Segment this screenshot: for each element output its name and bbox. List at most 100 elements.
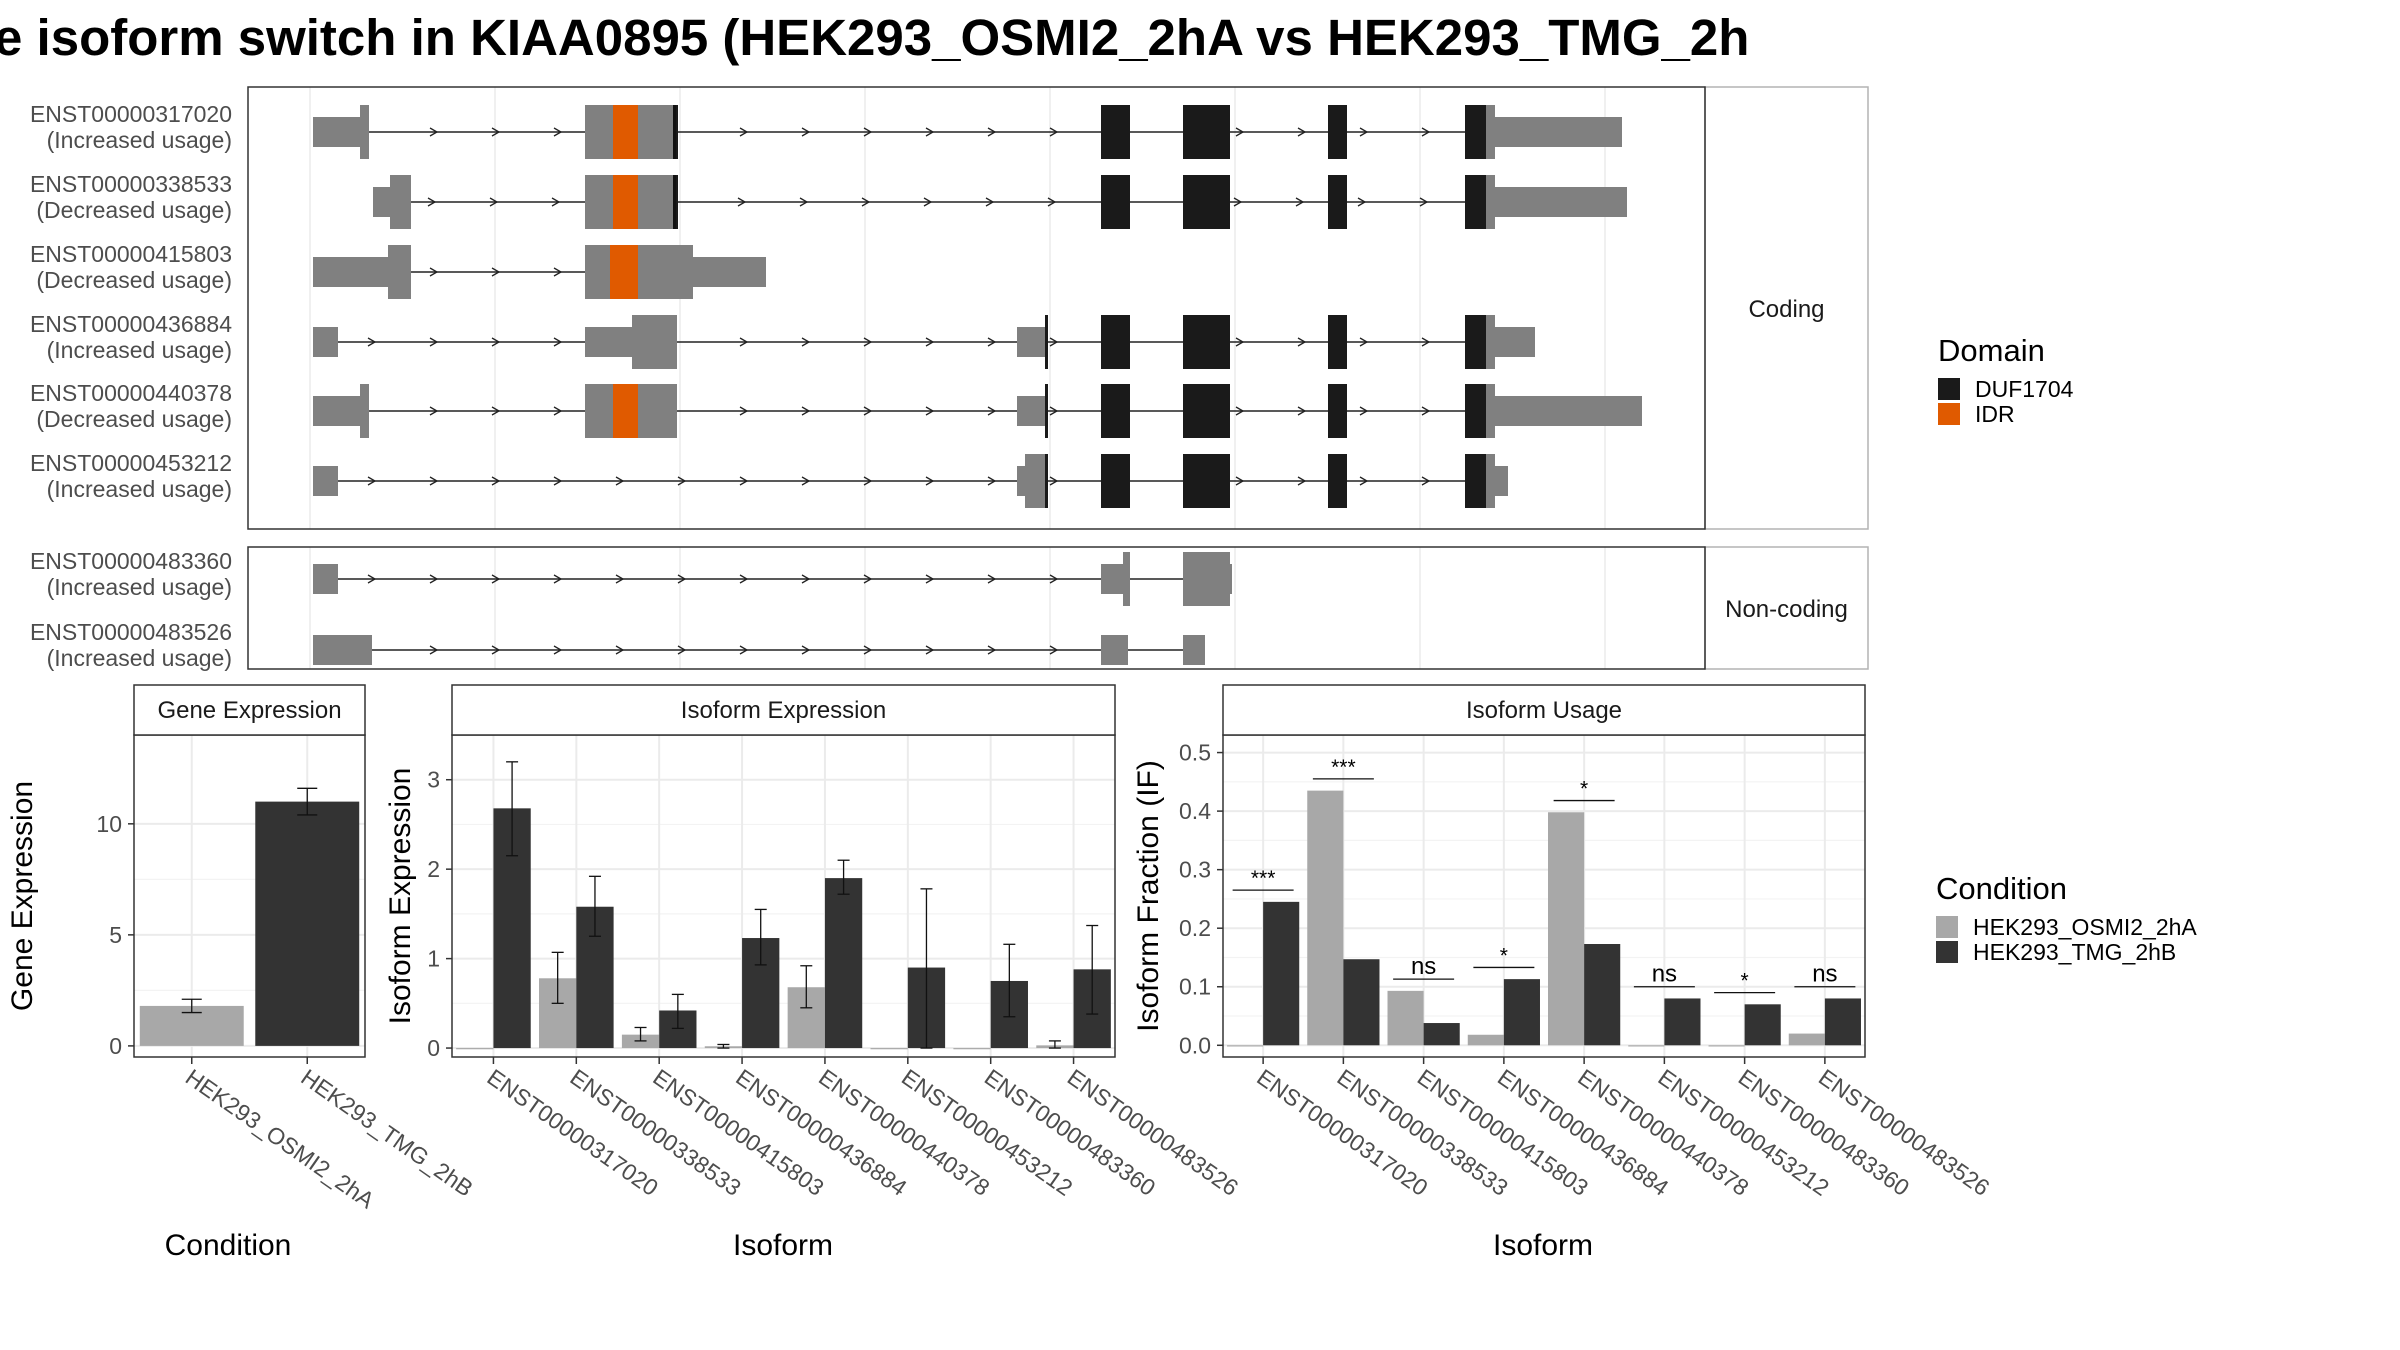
direction-arrow (553, 127, 563, 137)
transcript-id-label: ENST00000440378 (30, 380, 232, 406)
exon-block (1495, 327, 1535, 357)
exon-block (585, 384, 613, 438)
direction-arrow (367, 337, 377, 347)
direction-arrow (553, 574, 563, 584)
coding-track-6: ENST00000453212(Increased usage) (30, 450, 1508, 508)
direction-arrow (985, 197, 995, 207)
direction-arrow (801, 476, 811, 486)
direction-arrow (799, 197, 809, 207)
domain-legend-swatch (1938, 378, 1960, 400)
coding-track-4: ENST00000436884(Increased usage) (30, 311, 1535, 369)
idr-domain-block (613, 105, 638, 159)
direction-arrow (1049, 476, 1059, 486)
y-tick-label: 0.3 (1179, 857, 1211, 883)
coding-panel-border (247, 86, 1706, 530)
direction-arrow (739, 406, 749, 416)
y-tick-label: 5 (109, 922, 122, 948)
duf1704-domain-block (1101, 454, 1130, 508)
exon-block (1101, 564, 1123, 594)
direction-arrow (1421, 127, 1431, 137)
direction-arrow (491, 476, 501, 486)
direction-arrow (1233, 197, 1243, 207)
chart-title: Isoform Expression (681, 697, 886, 724)
direction-arrow (1235, 337, 1245, 347)
condition-legend-swatch (1936, 941, 1958, 963)
significance-label: * (1580, 778, 1588, 801)
direction-arrow (491, 127, 501, 137)
direction-arrow (1047, 197, 1057, 207)
y-tick-label: 3 (427, 767, 440, 793)
duf1704-domain-block (1328, 105, 1347, 159)
direction-arrow (987, 645, 997, 655)
transcript-id-label: ENST00000436884 (30, 311, 232, 337)
direction-arrow (429, 337, 439, 347)
direction-arrow (863, 337, 873, 347)
bar (1387, 990, 1424, 1046)
domain-legend-label: DUF1704 (1975, 376, 2074, 402)
transcript-id-label: ENST00000317020 (30, 101, 232, 127)
y-axis-title: Isoform Fraction (IF) (1132, 760, 1165, 1032)
direction-arrow (1049, 574, 1059, 584)
direction-arrow (1421, 337, 1431, 347)
y-axis-title: Isoform Expression (384, 768, 417, 1025)
direction-arrow (367, 476, 377, 486)
direction-arrow (987, 574, 997, 584)
significance-label: * (1500, 944, 1508, 967)
direction-arrow (553, 406, 563, 416)
direction-arrow (551, 197, 561, 207)
y-tick-label: 0 (109, 1033, 122, 1059)
chart-3: *** *** ns * * ns * ns Isoform Usage 0.0 0.1 0.2 0.3… (1132, 684, 1994, 1262)
transcript-id-label: ENST00000483526 (30, 619, 232, 645)
bar (1423, 1023, 1460, 1046)
direction-arrow (367, 574, 377, 584)
condition-legend-title: Condition (1936, 871, 2067, 906)
duf1704-domain-block (1045, 454, 1048, 508)
y-tick-label: 2 (427, 856, 440, 882)
exon-block (313, 635, 372, 665)
duf1704-domain-block (1183, 315, 1230, 369)
y-tick-label: 0.2 (1179, 915, 1211, 941)
direction-arrow (801, 406, 811, 416)
direction-arrow (739, 574, 749, 584)
exon-block (632, 315, 677, 369)
idr-domain-block (610, 245, 638, 299)
direction-arrow (801, 645, 811, 655)
direction-arrow (925, 645, 935, 655)
direction-arrow (1359, 476, 1369, 486)
direction-arrow (491, 406, 501, 416)
cds-boundary (673, 175, 676, 229)
duf1704-domain-block (1465, 315, 1486, 369)
transcript-usage-label: (Increased usage) (47, 645, 232, 671)
exon-block (638, 175, 674, 229)
bar (870, 1048, 908, 1050)
exon-block (360, 105, 369, 159)
direction-arrow (489, 197, 499, 207)
direction-arrow (429, 127, 439, 137)
figure-title: e isoform switch in KIAA0895 (HEK293_OSM… (0, 9, 1749, 66)
duf1704-domain-block (1045, 384, 1048, 438)
direction-arrow (429, 645, 439, 655)
direction-arrow (925, 337, 935, 347)
direction-arrow (739, 127, 749, 137)
duf1704-domain-block (1183, 454, 1230, 508)
facet-strip (451, 684, 1116, 736)
direction-arrow (553, 645, 563, 655)
noncoding-track-2: ENST00000483526(Increased usage) (30, 619, 1205, 671)
exon-block (585, 175, 613, 229)
direction-arrow (1295, 197, 1305, 207)
direction-arrow (615, 476, 625, 486)
direction-arrow (553, 267, 563, 277)
direction-arrow (1049, 127, 1059, 137)
direction-arrow (1419, 197, 1429, 207)
bar (255, 801, 360, 1046)
exon-block (585, 245, 610, 299)
direction-arrow (677, 476, 687, 486)
bar (1708, 1045, 1745, 1047)
bar (953, 1048, 991, 1050)
significance-label: ns (1652, 961, 1677, 988)
direction-arrow (987, 337, 997, 347)
direction-arrow (553, 476, 563, 486)
x-tick-label: HEK293_OSMI2_2hA (181, 1064, 380, 1214)
direction-arrow (987, 406, 997, 416)
exon-block (1017, 466, 1025, 496)
